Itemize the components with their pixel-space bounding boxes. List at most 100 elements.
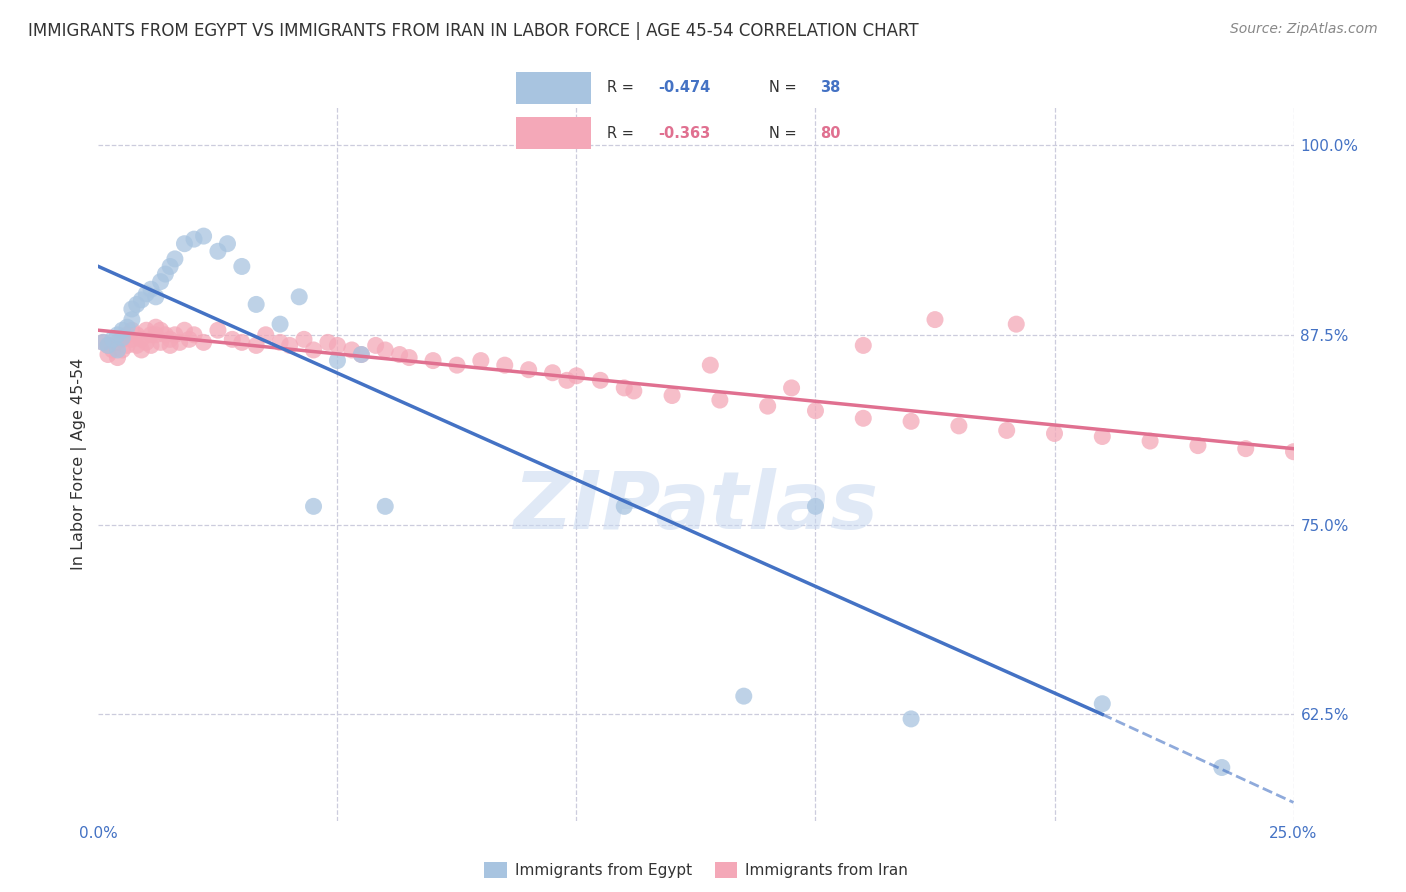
Point: [302, 343, 325, 357]
Point: [173, 323, 195, 337]
Point: [1091, 429, 1114, 443]
Point: [995, 424, 1018, 438]
Point: [155, 327, 177, 342]
Point: [159, 332, 181, 346]
Point: [900, 414, 922, 428]
Point: [756, 399, 779, 413]
Point: [517, 362, 540, 376]
Point: [231, 335, 253, 350]
Legend: Immigrants from Egypt, Immigrants from Iran: Immigrants from Egypt, Immigrants from I…: [478, 856, 914, 884]
Point: [733, 689, 755, 703]
Point: [374, 500, 396, 514]
Point: [541, 366, 564, 380]
Point: [101, 343, 124, 357]
Point: [101, 332, 124, 346]
Text: IMMIGRANTS FROM EGYPT VS IMMIGRANTS FROM IRAN IN LABOR FORCE | AGE 45-54 CORRELA: IMMIGRANTS FROM EGYPT VS IMMIGRANTS FROM…: [28, 22, 918, 40]
Point: [139, 338, 162, 352]
Point: [422, 353, 444, 368]
Point: [269, 317, 291, 331]
Point: [111, 343, 134, 357]
Point: [326, 338, 349, 352]
Point: [398, 351, 420, 365]
Point: [159, 338, 181, 352]
Point: [125, 297, 148, 311]
Point: [107, 343, 129, 357]
Point: [699, 358, 721, 372]
Point: [269, 335, 291, 350]
Point: [149, 323, 172, 337]
Point: [115, 338, 138, 352]
Point: [288, 290, 311, 304]
FancyBboxPatch shape: [516, 118, 591, 149]
Point: [111, 323, 134, 337]
Text: -0.474: -0.474: [658, 80, 710, 95]
Point: [183, 327, 205, 342]
Point: [135, 286, 157, 301]
Point: [350, 347, 373, 361]
Point: [231, 260, 253, 274]
Point: [107, 327, 129, 342]
Point: [589, 373, 612, 387]
Point: [145, 320, 167, 334]
Point: [254, 327, 277, 342]
Point: [145, 290, 167, 304]
Text: N =: N =: [769, 80, 801, 95]
Point: [111, 331, 134, 345]
Point: [446, 358, 468, 372]
Point: [193, 229, 215, 244]
Point: [115, 327, 138, 342]
Point: [121, 332, 143, 346]
Point: [613, 500, 636, 514]
Point: [1043, 426, 1066, 441]
Y-axis label: In Labor Force | Age 45-54: In Labor Force | Age 45-54: [72, 358, 87, 570]
Point: [111, 332, 134, 346]
Point: [135, 335, 157, 350]
Text: R =: R =: [607, 126, 638, 141]
Point: [131, 343, 153, 357]
Text: 80: 80: [820, 126, 841, 141]
Point: [292, 332, 315, 346]
FancyBboxPatch shape: [516, 72, 591, 103]
Point: [470, 353, 492, 368]
Point: [245, 338, 267, 352]
Point: [217, 236, 239, 251]
Point: [1005, 317, 1028, 331]
Point: [1139, 434, 1161, 448]
Point: [350, 347, 373, 361]
Point: [115, 320, 138, 334]
Point: [565, 368, 588, 383]
Point: [135, 323, 157, 337]
Point: [139, 327, 162, 342]
Point: [1234, 442, 1257, 456]
Point: [91, 335, 114, 350]
Point: [121, 301, 143, 316]
Point: [97, 347, 120, 361]
Point: [780, 381, 803, 395]
Point: [207, 244, 229, 259]
Point: [613, 381, 636, 395]
Point: [924, 312, 946, 326]
Point: [207, 323, 229, 337]
Point: [555, 373, 578, 387]
Point: [131, 332, 153, 346]
Point: [163, 252, 186, 266]
Point: [125, 327, 148, 342]
Text: ZIPatlas: ZIPatlas: [513, 467, 879, 546]
Point: [245, 297, 267, 311]
Text: Source: ZipAtlas.com: Source: ZipAtlas.com: [1230, 22, 1378, 37]
Point: [364, 338, 387, 352]
Point: [125, 338, 148, 352]
Point: [193, 335, 215, 350]
Point: [709, 393, 731, 408]
Point: [1187, 439, 1209, 453]
Point: [131, 293, 153, 307]
Point: [804, 403, 827, 417]
Point: [388, 347, 411, 361]
Point: [804, 500, 827, 514]
Point: [155, 267, 177, 281]
Point: [121, 312, 143, 326]
Point: [1091, 697, 1114, 711]
Point: [121, 323, 143, 337]
Point: [97, 338, 120, 352]
Point: [302, 500, 325, 514]
